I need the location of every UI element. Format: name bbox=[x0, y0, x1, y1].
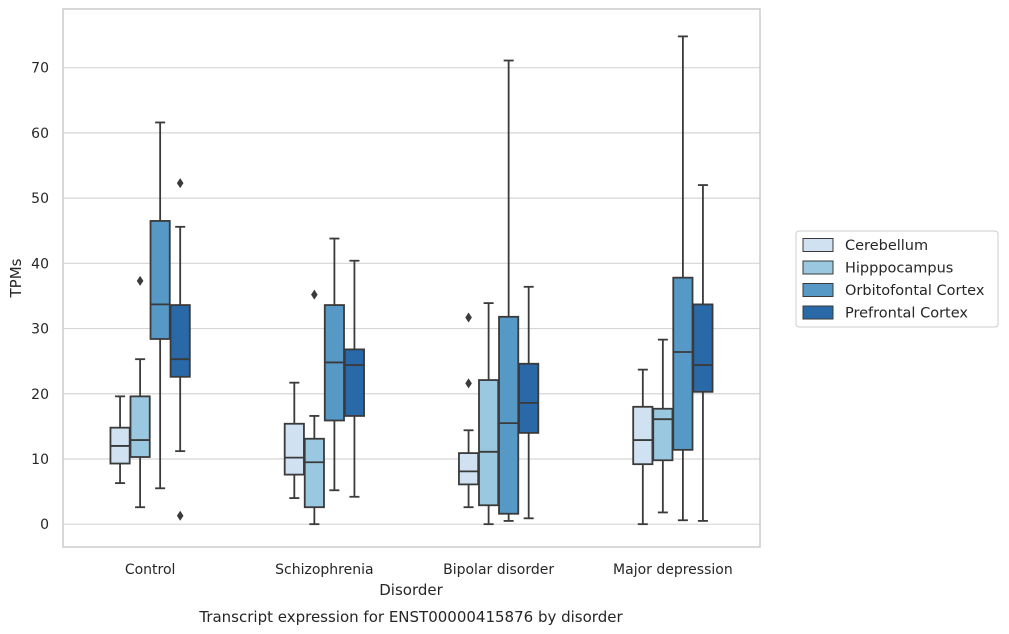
legend-frame bbox=[795, 230, 999, 328]
box-iqr bbox=[458, 452, 480, 486]
box-iqr bbox=[478, 379, 500, 507]
box-0-0 bbox=[109, 395, 131, 484]
outlier-point bbox=[465, 312, 472, 323]
y-tick-label: 20 bbox=[31, 387, 49, 403]
box-iqr bbox=[149, 220, 171, 340]
box-3-2 bbox=[672, 35, 694, 522]
legend-swatch bbox=[802, 260, 834, 275]
legend-label: Prefrontal Cortex bbox=[845, 306, 968, 322]
y-tick-label: 50 bbox=[31, 191, 49, 207]
x-tick-label: Control bbox=[125, 562, 176, 578]
box-iqr bbox=[343, 348, 365, 417]
box-iqr bbox=[169, 304, 191, 378]
box-iqr bbox=[632, 405, 654, 466]
box-iqr bbox=[652, 407, 674, 462]
box-iqr bbox=[283, 422, 305, 476]
outlier-point bbox=[465, 378, 472, 389]
box-1-2 bbox=[323, 237, 345, 492]
box-3-3 bbox=[692, 184, 714, 522]
legend-label: Hipppocampus bbox=[845, 261, 953, 277]
y-tick-label: 70 bbox=[31, 61, 49, 77]
box-iqr bbox=[672, 276, 694, 451]
box-2-3 bbox=[518, 285, 540, 520]
outlier-point bbox=[311, 289, 318, 300]
box-1-3 bbox=[343, 259, 365, 498]
box-1-1 bbox=[303, 289, 325, 526]
x-tick-labels: Control Schizophrenia Bipolar disorder Majo… bbox=[125, 562, 733, 578]
y-tick-label: 0 bbox=[40, 517, 49, 533]
legend-label: Orbitofontal Cortex bbox=[845, 283, 985, 299]
x-tick-label: Major depression bbox=[613, 562, 733, 578]
box-iqr bbox=[129, 395, 151, 458]
y-tick-labels: 0 10 20 30 40 50 60 70 bbox=[31, 61, 49, 533]
box-0-3 bbox=[169, 178, 191, 521]
box-0-2 bbox=[149, 121, 171, 490]
legend-swatch bbox=[802, 305, 834, 320]
legend-swatch bbox=[802, 238, 834, 252]
y-axis-title: TPMs bbox=[7, 258, 25, 298]
outlier-point bbox=[136, 275, 144, 286]
y-tick-label: 10 bbox=[31, 452, 49, 468]
box-groups bbox=[109, 35, 714, 526]
x-axis-title: Disorder bbox=[379, 581, 443, 599]
y-tick-label: 30 bbox=[31, 322, 49, 338]
box-1-0 bbox=[283, 381, 305, 499]
box-0-1 bbox=[129, 275, 151, 509]
box-iqr bbox=[518, 362, 540, 434]
box-iqr bbox=[498, 315, 520, 515]
legend-label: Cerebellum bbox=[845, 238, 928, 254]
chart-title: Transcript expression for ENST0000041587… bbox=[198, 608, 623, 626]
x-tick-label: Schizophrenia bbox=[275, 562, 373, 578]
legend-swatch bbox=[802, 283, 834, 297]
plot-frame bbox=[62, 8, 761, 548]
box-iqr bbox=[303, 437, 325, 509]
box-2-0 bbox=[458, 312, 480, 509]
outlier-point bbox=[176, 510, 184, 521]
box-iqr bbox=[692, 303, 714, 393]
box-3-0 bbox=[632, 368, 654, 526]
box-2-2 bbox=[498, 59, 520, 522]
y-tick-label: 60 bbox=[31, 126, 49, 142]
legend: Cerebellum Hipppocampus Orbitofontal Corte… bbox=[795, 230, 999, 328]
x-tick-label: Bipolar disorder bbox=[443, 562, 554, 578]
outlier-point bbox=[176, 178, 184, 189]
y-tick-label: 40 bbox=[31, 256, 49, 272]
